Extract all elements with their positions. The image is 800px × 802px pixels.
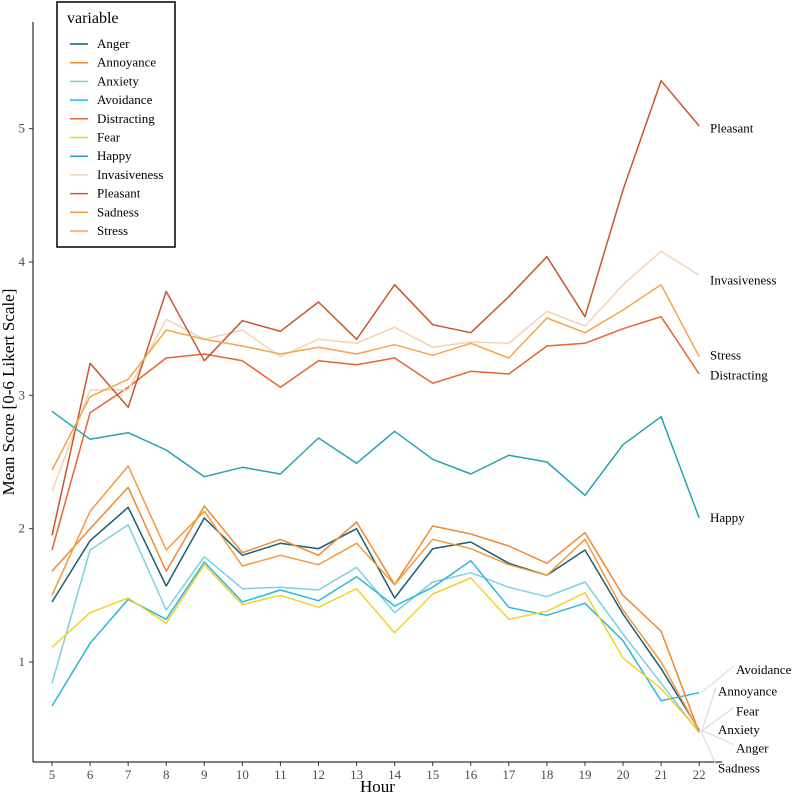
x-tick-label: 22 — [693, 767, 706, 782]
series-line-anxiety — [51, 523, 700, 734]
end-label-leader — [700, 706, 735, 732]
series-line-fear — [51, 563, 700, 732]
legend-label: Stress — [97, 223, 128, 238]
end-label-avoidance: Avoidance — [736, 662, 792, 677]
x-tick-label: 7 — [125, 767, 132, 782]
series-line-pleasant — [51, 79, 700, 536]
legend-label: Sadness — [97, 204, 139, 219]
series-line-distracting — [51, 315, 700, 551]
legend-title: variable — [67, 10, 119, 27]
x-tick-label: 12 — [312, 767, 325, 782]
x-tick-label: 19 — [578, 767, 591, 782]
series-layer — [51, 79, 700, 734]
y-tick-label: 4 — [19, 254, 26, 269]
end-label-sadness: Sadness — [718, 761, 760, 776]
y-tick-label: 1 — [19, 654, 26, 669]
series-line-sadness — [51, 465, 700, 732]
end-label-annoyance: Annoyance — [718, 683, 777, 698]
end-label-anger: Anger — [736, 741, 769, 756]
end-labels: Pleasant Invasiveness Stress Distracting Hap… — [710, 121, 792, 776]
end-label-leader — [700, 731, 717, 765]
end-label-leader — [700, 665, 735, 694]
series-line-invasiveness — [51, 250, 700, 492]
end-label-fear: Fear — [736, 703, 760, 718]
legend-label: Annoyance — [97, 55, 156, 70]
end-label-anxiety: Anxiety — [718, 722, 760, 737]
y-tick-label: 5 — [19, 121, 26, 136]
end-label-pleasant: Pleasant — [710, 121, 754, 136]
legend: variable Anger Annoyance Anxiety Avoidance Di… — [56, 1, 176, 248]
legend-box — [56, 1, 176, 248]
legend-label: Anxiety — [97, 73, 139, 88]
legend-label: Invasiveness — [97, 167, 163, 182]
x-tick-label: 8 — [163, 767, 170, 782]
legend-label: Distracting — [97, 111, 155, 126]
end-label-happy: Happy — [710, 510, 745, 525]
series-line-happy — [51, 410, 700, 519]
y-tick-label: 3 — [19, 387, 26, 402]
y-tick-label: 2 — [19, 521, 26, 536]
legend-label: Fear — [97, 130, 121, 145]
x-tick-label: 5 — [49, 767, 56, 782]
x-tick-label: 11 — [274, 767, 287, 782]
x-axis-title: Hour — [360, 777, 395, 796]
x-tick-label: 9 — [201, 767, 208, 782]
x-tick-label: 16 — [464, 767, 478, 782]
x-tick-label: 6 — [87, 767, 94, 782]
end-label-stress: Stress — [710, 347, 741, 362]
end-label-leaders — [700, 665, 735, 765]
y-axis-title: Mean Score [0-6 Likert Scale] — [0, 289, 18, 496]
end-label-distracting: Distracting — [710, 367, 768, 382]
x-tick-label: 21 — [655, 767, 668, 782]
series-line-avoidance — [51, 559, 700, 707]
end-label-invasiveness: Invasiveness — [710, 273, 776, 288]
legend-label: Anger — [97, 36, 130, 51]
x-tick-label: 15 — [426, 767, 439, 782]
x-tick-label: 13 — [350, 767, 363, 782]
series-line-annoyance — [51, 486, 700, 733]
legend-label: Happy — [97, 148, 132, 163]
x-tick-label: 10 — [236, 767, 249, 782]
x-tick-label: 14 — [388, 767, 402, 782]
x-tick-label: 17 — [502, 767, 516, 782]
series-line-anger — [51, 506, 700, 731]
x-tick-label: 18 — [540, 767, 553, 782]
legend-label: Pleasant — [97, 186, 141, 201]
end-label-leader — [700, 729, 735, 746]
series-line-stress — [51, 283, 700, 471]
legend-label: Avoidance — [97, 92, 153, 107]
end-label-leader — [700, 687, 717, 733]
x-tick-label: 20 — [617, 767, 630, 782]
